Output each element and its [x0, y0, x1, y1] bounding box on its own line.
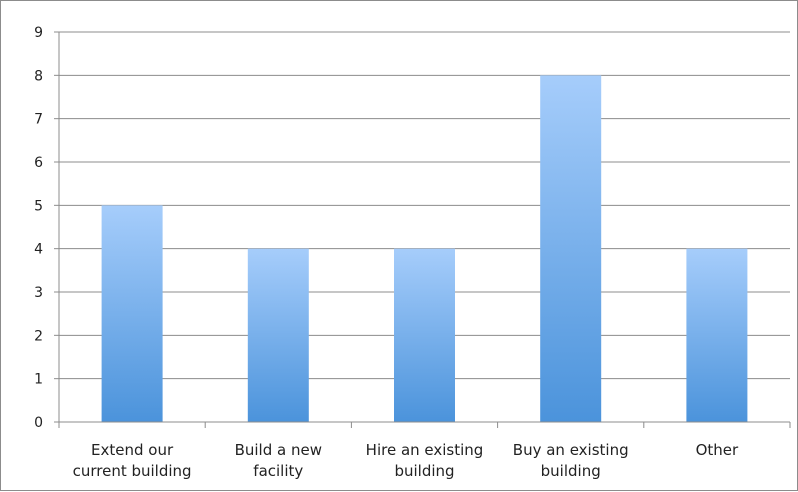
x-category-label-line: building [394, 462, 454, 480]
x-category-label-line: facility [253, 462, 303, 480]
bar [394, 248, 455, 422]
axes [54, 31, 791, 428]
axis-labels: 0 1 2 3 4 5 6 7 8 9 Extend our current building Buil… [34, 25, 739, 480]
bar [101, 205, 163, 422]
y-tick-label: 4 [34, 242, 43, 258]
bar [540, 75, 602, 422]
bar [686, 248, 748, 422]
y-tick-label: 9 [34, 25, 43, 41]
y-tick-label: 3 [34, 285, 43, 301]
x-category-label-line: Extend our [91, 441, 174, 459]
x-category-label: Other [696, 441, 739, 459]
y-tick-label: 5 [34, 198, 43, 214]
x-category-label-line: Buy an existing [513, 441, 629, 459]
y-tick-label: 0 [34, 415, 43, 431]
y-tick-label: 1 [34, 372, 43, 388]
y-tick-label: 8 [34, 68, 43, 84]
y-tick-label: 2 [34, 328, 43, 344]
x-category-label-line: Other [696, 441, 739, 459]
y-tick-label: 6 [34, 155, 43, 171]
x-category-label: Hire an existing building [366, 441, 484, 480]
x-category-label: Buy an existing building [513, 441, 629, 480]
y-tick-label: 7 [34, 112, 43, 128]
x-category-label-line: Build a new [235, 441, 322, 459]
gridlines [59, 31, 790, 380]
x-category-label-line: Hire an existing [366, 441, 484, 459]
x-category-label: Build a new facility [235, 441, 322, 480]
x-category-label-line: current building [73, 462, 192, 480]
bar [247, 248, 309, 422]
bars [101, 75, 748, 422]
x-category-label: Extend our current building [73, 441, 192, 480]
x-category-label-line: building [541, 462, 601, 480]
